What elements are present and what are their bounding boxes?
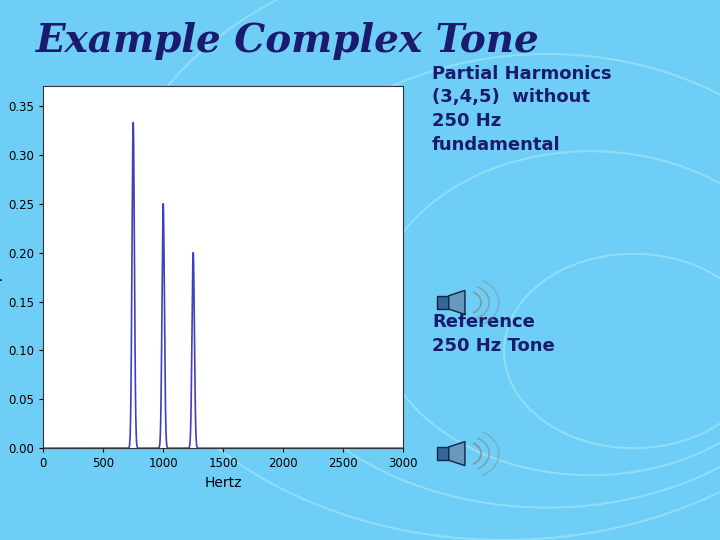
Text: Partial Harmonics
(3,4,5)  without
250 Hz
fundamental: Partial Harmonics (3,4,5) without 250 Hz… bbox=[432, 65, 611, 153]
Y-axis label: Amplitude: Amplitude bbox=[0, 232, 3, 303]
FancyBboxPatch shape bbox=[438, 296, 449, 309]
X-axis label: Hertz: Hertz bbox=[204, 476, 242, 490]
FancyBboxPatch shape bbox=[438, 447, 449, 460]
Polygon shape bbox=[449, 291, 465, 314]
Text: Reference
250 Hz Tone: Reference 250 Hz Tone bbox=[432, 313, 554, 355]
Polygon shape bbox=[449, 442, 465, 465]
Text: Example Complex Tone: Example Complex Tone bbox=[36, 22, 540, 59]
